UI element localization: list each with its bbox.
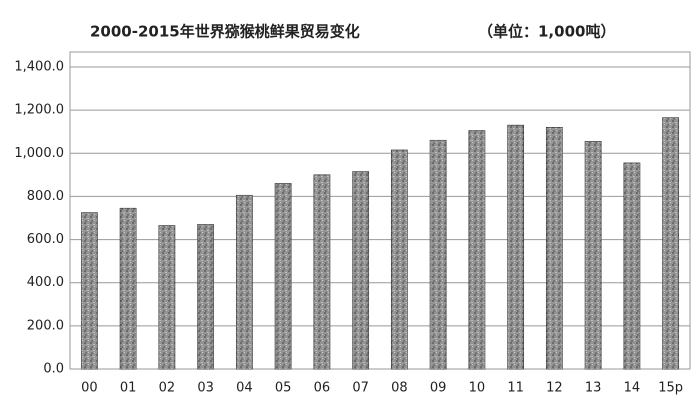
x-tick-label: 07 [352, 381, 369, 396]
bar-texture [623, 162, 640, 369]
bar-texture [158, 225, 175, 369]
y-tick-label: 1,200.0 [14, 103, 64, 118]
unit-note: （单位：1,000吨） [478, 23, 615, 41]
y-tick-label: 1,000.0 [14, 146, 64, 161]
bar-texture [275, 183, 292, 369]
x-tick-label: 06 [314, 381, 331, 396]
bar-texture [197, 224, 214, 369]
x-tick-label: 05 [275, 381, 292, 396]
y-tick-label: 0.0 [43, 362, 64, 377]
bar-texture [236, 195, 253, 369]
bar-texture [585, 141, 602, 369]
x-tick-label: 15p [658, 381, 683, 396]
bar-texture [352, 171, 369, 369]
x-tick-label: 04 [236, 381, 253, 396]
bar-texture [430, 140, 447, 369]
y-tick-label: 600.0 [27, 232, 64, 247]
bar-texture [120, 208, 137, 369]
bar-texture [313, 174, 330, 369]
y-tick-label: 200.0 [27, 318, 64, 333]
x-tick-label: 10 [469, 381, 486, 396]
y-tick-label: 800.0 [27, 189, 64, 204]
chart-title: 2000-2015年世界猕猴桃鲜果贸易变化 [90, 23, 360, 41]
bar-texture [662, 117, 679, 369]
bar-texture [391, 150, 408, 369]
x-tick-label: 03 [197, 381, 214, 396]
y-tick-label: 400.0 [27, 275, 64, 290]
y-tick-label: 1,400.0 [14, 60, 64, 75]
x-tick-label: 01 [120, 381, 137, 396]
bar-texture [546, 127, 563, 370]
bar-texture [81, 212, 98, 369]
bar-texture [507, 125, 524, 369]
x-tick-label: 09 [430, 381, 447, 396]
x-tick-label: 11 [507, 381, 524, 396]
x-tick-label: 08 [391, 381, 408, 396]
x-tick-label: 13 [585, 381, 602, 396]
bar-texture [468, 130, 485, 369]
x-tick-label: 14 [624, 381, 641, 396]
x-tick-label: 00 [81, 381, 98, 396]
x-tick-label: 12 [546, 381, 563, 396]
x-tick-label: 02 [159, 381, 176, 396]
